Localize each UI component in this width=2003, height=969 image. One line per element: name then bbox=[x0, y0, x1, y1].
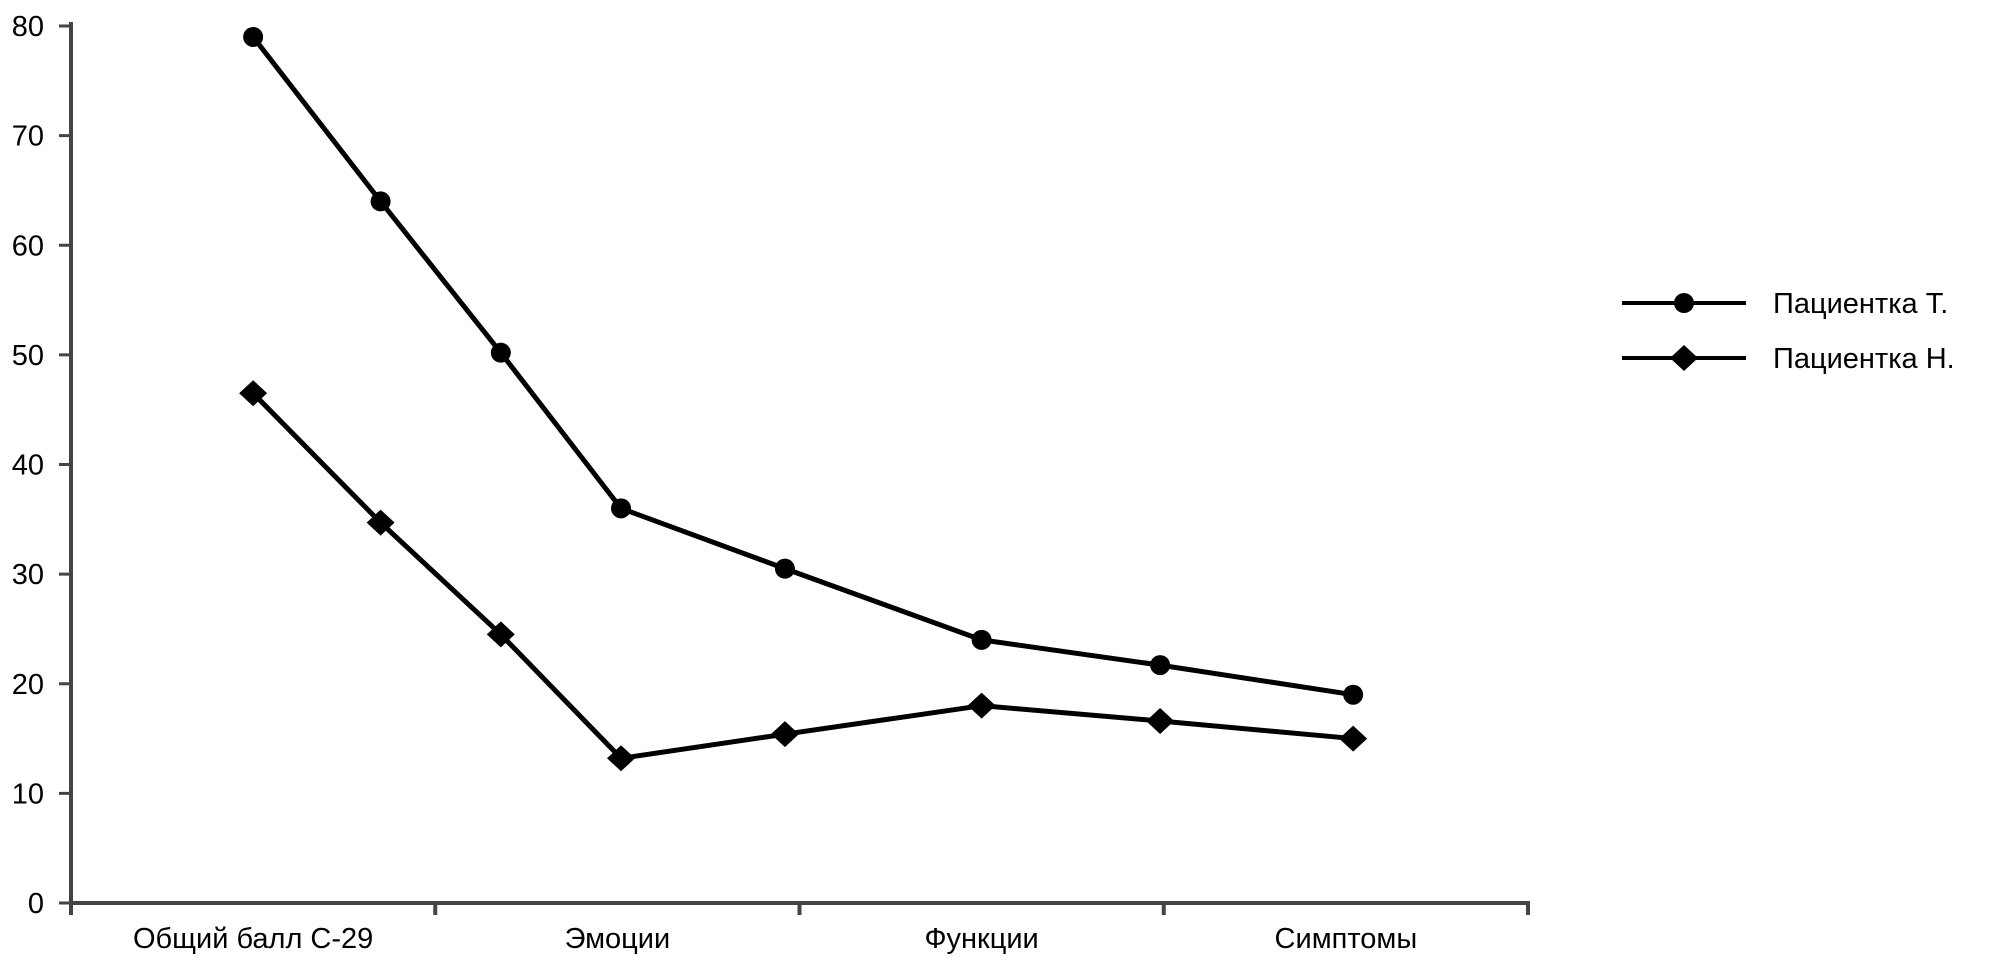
legend-item-1: Пациентка Т. bbox=[1622, 288, 1948, 320]
data-point bbox=[774, 558, 795, 579]
series-line bbox=[251, 391, 1354, 761]
data-point bbox=[370, 191, 391, 212]
x-tick-label: Эмоции bbox=[565, 923, 671, 955]
series-2 bbox=[239, 380, 1368, 772]
data-point bbox=[366, 509, 395, 536]
y-tick-label: 50 bbox=[12, 340, 44, 372]
data-point bbox=[490, 342, 511, 363]
x-tick-label: Симптомы bbox=[1275, 923, 1418, 955]
legend-marker bbox=[1670, 345, 1698, 371]
data-point bbox=[607, 745, 636, 772]
legend-item-2: Пациентка Н. bbox=[1622, 343, 1955, 375]
data-point bbox=[486, 621, 515, 648]
x-tick-label: Общий балл С-29 bbox=[133, 923, 373, 955]
data-point bbox=[611, 498, 632, 519]
data-point bbox=[239, 380, 268, 407]
data-point bbox=[770, 721, 799, 748]
data-point bbox=[967, 692, 996, 719]
legend-label: Пациентка Н. bbox=[1773, 343, 1955, 375]
data-point bbox=[1150, 655, 1171, 676]
data-point bbox=[971, 629, 992, 650]
legend-marker bbox=[1674, 293, 1694, 313]
y-tick-label: 20 bbox=[12, 669, 44, 701]
y-tick-label: 40 bbox=[12, 450, 44, 482]
legend: Пациентка Т. Пациентка Н. bbox=[1622, 288, 1955, 375]
data-point bbox=[1146, 708, 1175, 735]
y-tick-label: 80 bbox=[12, 11, 44, 43]
y-tick-label: 0 bbox=[28, 888, 44, 920]
series-line bbox=[251, 35, 1354, 698]
series-1 bbox=[243, 26, 1364, 705]
data-point bbox=[1343, 684, 1364, 705]
data-point bbox=[243, 26, 264, 47]
x-tick-label: Функции bbox=[924, 923, 1038, 955]
series-layer bbox=[239, 26, 1368, 772]
y-tick-label: 10 bbox=[12, 778, 44, 810]
legend-label: Пациентка Т. bbox=[1773, 288, 1948, 320]
y-tick-label: 70 bbox=[12, 121, 44, 153]
data-point bbox=[1339, 725, 1368, 752]
y-tick-label: 60 bbox=[12, 230, 44, 262]
y-tick-label: 30 bbox=[12, 559, 44, 591]
axes: 0 10 20 30 40 50 60 70 80 Общий балл С-29 Эмоции Фу… bbox=[12, 11, 1530, 955]
